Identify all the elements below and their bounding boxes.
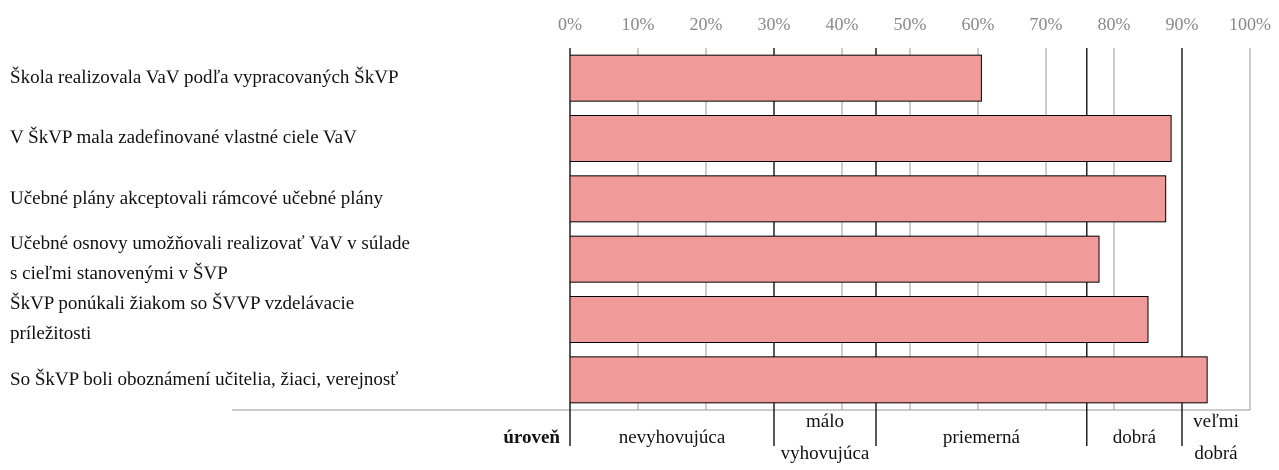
x-tick-label: 20% (690, 14, 723, 34)
x-tick-label: 0% (558, 14, 582, 34)
bar (569, 175, 1167, 223)
level-label: málo vyhovujúca (780, 411, 870, 464)
level-label: priemerná (942, 427, 1020, 448)
bar (569, 115, 1172, 162)
x-tick-label: 60% (962, 14, 995, 34)
x-tick-label: 100% (1229, 14, 1271, 34)
category-label: ŠkVP ponúkali žiakom so ŠVVP vzdelávacie… (10, 293, 355, 345)
category-label: So ŠkVP boli oboznámení učitelia, žiaci,… (10, 368, 399, 390)
x-tick-label: 70% (1030, 14, 1063, 34)
category-label: Učebné osnovy umožňovali realizovať VaV … (10, 233, 410, 285)
x-tick-label: 50% (894, 14, 927, 34)
level-label: veľmi dobrá (1193, 411, 1239, 464)
level-label: nevyhovujúca (618, 427, 726, 448)
bar (569, 235, 1100, 283)
bar (569, 54, 982, 102)
category-label: Škola realizovala VaV podľa vypracovanýc… (10, 67, 399, 89)
level-label: dobrá (1112, 427, 1157, 448)
category-label: V ŠkVP mala zadefinované vlastné ciele V… (10, 127, 357, 149)
bar (569, 296, 1149, 343)
x-tick-label: 40% (826, 14, 859, 34)
bar (569, 356, 1208, 404)
x-tick-label: 90% (1166, 14, 1199, 34)
level-title: úroveň (503, 427, 560, 448)
x-tick-label: 80% (1098, 14, 1131, 34)
category-label: Učebné plány akceptovali rámcové učebné … (10, 187, 383, 209)
x-tick-label: 30% (758, 14, 791, 34)
x-tick-label: 10% (622, 14, 655, 34)
